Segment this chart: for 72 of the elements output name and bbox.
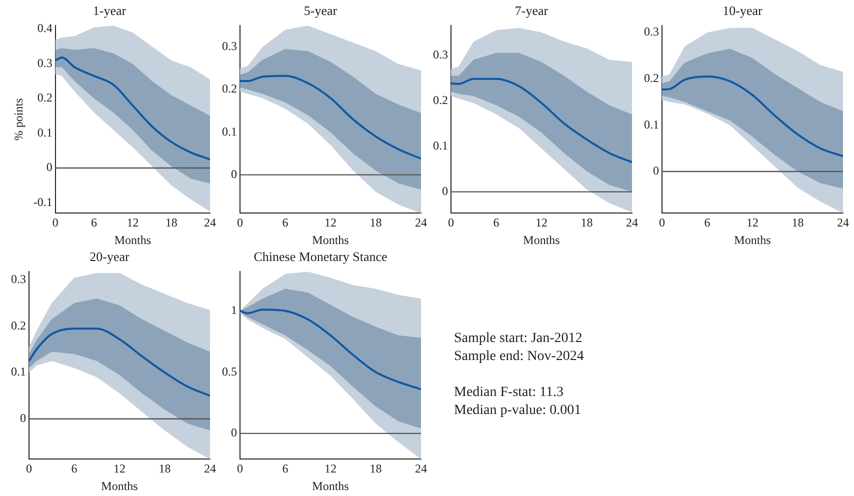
x-tick-label: 6 <box>704 216 710 230</box>
y-tick-label: -0.1 <box>33 194 52 209</box>
y-tick-label: 0 <box>442 184 448 198</box>
chart-title: Chinese Monetary Stance <box>254 249 388 264</box>
x-tick-label: 18 <box>370 216 382 230</box>
x-tick-label: 18 <box>580 216 593 230</box>
x-tick-label: 6 <box>282 216 288 230</box>
x-tick-label: 6 <box>493 216 500 230</box>
y-tick-label: 0.2 <box>37 90 52 105</box>
y-tick-label: 0.5 <box>222 364 237 378</box>
x-axis-title: Months <box>101 478 138 493</box>
x-axis-title: Months <box>114 232 152 247</box>
line-series <box>451 78 632 164</box>
y-tick-label: 0.2 <box>644 71 659 86</box>
text: Median p-value: 0.001 <box>454 402 582 420</box>
y-tick-label: 0.1 <box>222 124 237 138</box>
x-tick-label: 24 <box>204 462 216 476</box>
x-tick-label: 12 <box>536 216 548 230</box>
x-tick-label: 12 <box>114 462 126 476</box>
y-tick-label: 0 <box>653 164 659 178</box>
y-tick-label: 0.3 <box>37 56 52 70</box>
chart-title: 5-year <box>304 3 338 18</box>
line-series <box>240 74 421 160</box>
line-series <box>29 328 210 397</box>
x-axis-title: Months <box>312 478 350 493</box>
text: Sample end: Nov-2024 <box>454 348 584 366</box>
x-tick-label: 24 <box>837 216 849 230</box>
x-tick-label: 12 <box>746 216 758 230</box>
x-tick-label: 6 <box>91 216 98 230</box>
x-tick-label: 12 <box>324 216 336 230</box>
y-tick-label: 0.3 <box>11 272 26 286</box>
y-tick-label: 0.1 <box>11 364 26 379</box>
y-tick-label: 0.2 <box>11 318 26 332</box>
x-axis-title: Months <box>312 232 350 247</box>
x-tick-label: 24 <box>204 216 216 230</box>
chart-title: 1-year <box>92 3 127 18</box>
y-tick-label: 0 <box>46 160 52 174</box>
y-tick-label: 0.3 <box>433 47 448 62</box>
x-tick-label: 18 <box>165 216 178 230</box>
chart-title: 10-year <box>722 3 764 18</box>
y-tick-label: 0.4 <box>37 21 52 36</box>
x-axis-title: Months <box>523 232 560 247</box>
x-tick-label: 18 <box>370 462 382 476</box>
x-tick-label: 18 <box>792 216 804 230</box>
y-tick-label: 0.1 <box>433 138 448 152</box>
y-tick-label: 0.3 <box>644 24 659 39</box>
line-series <box>55 56 210 160</box>
text: Sample start: Jan-2012 <box>454 330 584 348</box>
x-tick-label: 6 <box>71 462 78 476</box>
y-tick-label: 0.3 <box>222 39 237 54</box>
chart-title: 7-year <box>514 3 549 18</box>
chart-title: 20-year <box>90 249 130 264</box>
y-tick-label: 1 <box>231 302 237 317</box>
x-tick-label: 24 <box>415 462 427 476</box>
x-tick-label: 24 <box>415 216 427 230</box>
y-tick-label: 0 <box>231 426 237 440</box>
y-tick-label: 0 <box>20 411 26 426</box>
x-tick-label: 24 <box>626 216 638 230</box>
line-series <box>662 76 843 158</box>
y-tick-label: 0 <box>231 166 237 181</box>
x-axis-title: Months <box>734 232 772 247</box>
y-tick-label: 0.2 <box>222 82 237 96</box>
y-tick-label: 0.1 <box>37 125 52 140</box>
x-tick-label: 18 <box>158 462 171 476</box>
line-series <box>240 308 421 390</box>
text: Median F-stat: 11.3 <box>454 384 565 402</box>
x-tick-label: 12 <box>126 216 139 230</box>
y-tick-label: 0.1 <box>644 117 659 132</box>
x-tick-label: 6 <box>282 462 288 476</box>
y-tick-label: 0.2 <box>433 92 448 107</box>
x-tick-label: 12 <box>324 462 336 476</box>
y-axis-title: % points <box>11 98 26 141</box>
